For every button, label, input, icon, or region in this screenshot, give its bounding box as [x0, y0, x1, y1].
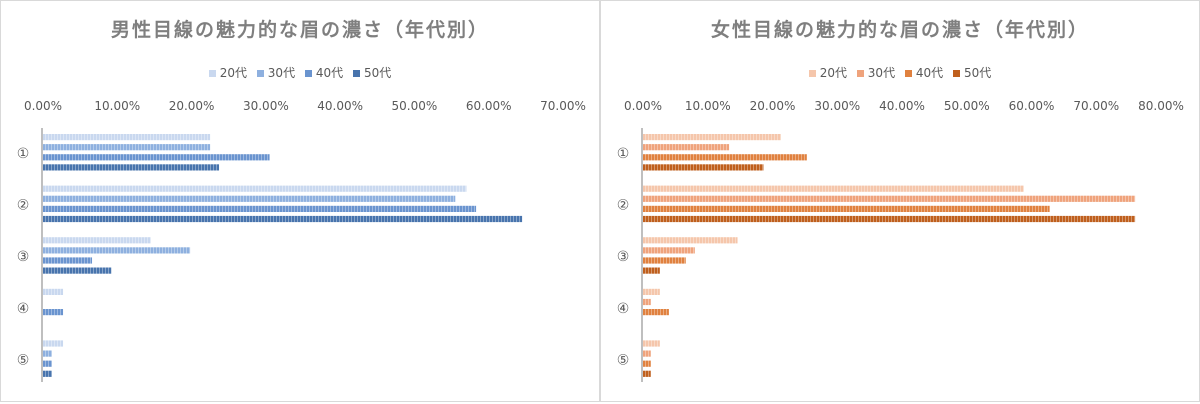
bar-20代-5	[43, 340, 64, 347]
x-tick-label: 10.00%	[94, 99, 140, 113]
legend-label: 40代	[915, 66, 944, 80]
legend-label: 30代	[267, 66, 296, 80]
bar-30代-2	[43, 195, 456, 202]
legend-item-30s: 30代	[256, 64, 296, 81]
bar-20代-4	[43, 288, 64, 295]
legend-swatch	[856, 70, 864, 77]
bar-40代-3	[643, 257, 686, 264]
legend-swatch	[953, 70, 961, 77]
x-tick-label: 50.00%	[944, 99, 990, 113]
bar-40代-4	[43, 309, 64, 316]
bar-30代-3	[43, 247, 191, 254]
bar-40代-3	[43, 257, 93, 264]
legend-label: 30代	[867, 66, 896, 80]
bar-40代-1	[43, 154, 270, 161]
female-chart-panel: 女性目線の魅力的な眉の濃さ（年代別） 20代 30代 40代 50代 0.00%…	[600, 0, 1200, 402]
bar-50代-3	[43, 267, 112, 274]
x-tick-label: 70.00%	[540, 99, 586, 113]
bar-50代-1	[43, 164, 220, 171]
bar-20代-4	[643, 288, 660, 295]
male-chart-panel: 男性目線の魅力的な眉の濃さ（年代別） 20代 30代 40代 50代 0.00%…	[0, 0, 600, 402]
legend-item-20s: 20代	[808, 64, 847, 81]
legend-item-40s: 40代	[904, 64, 944, 81]
bar-30代-3	[643, 247, 695, 254]
x-tick-label: 60.00%	[466, 99, 512, 113]
x-tick-label: 40.00%	[317, 99, 363, 113]
bar-40代-2	[643, 205, 1050, 212]
x-tick-label: 30.00%	[243, 99, 289, 113]
bar-20代-2	[643, 185, 1024, 192]
bar-30代-1	[43, 144, 211, 151]
legend-item-40s: 40代	[304, 64, 344, 81]
x-tick-label: 0.00%	[24, 99, 62, 113]
category-label: ⑤	[617, 352, 630, 368]
bar-30代-5	[43, 350, 52, 357]
x-tick-label: 70.00%	[1073, 99, 1119, 113]
legend-item-20s: 20代	[208, 64, 247, 81]
female-chart-plot: 0.00% 10.00% 20.00% 30.00% 40.00% 50.00% 60.00…	[617, 99, 1184, 382]
legend-label: 20代	[219, 66, 247, 80]
bar-50代-2	[43, 215, 523, 223]
bar-30代-2	[643, 195, 1136, 202]
bar-40代-2	[43, 205, 477, 212]
category-label: ③	[17, 249, 30, 265]
legend-swatch	[808, 70, 816, 77]
chart-title: 女性目線の魅力的な眉の濃さ（年代別）	[710, 19, 1089, 41]
legend-swatch	[208, 70, 216, 77]
category-label: ①	[17, 146, 30, 162]
bar-40代-4	[643, 309, 669, 316]
bar-50代-2	[643, 215, 1136, 223]
x-tick-label: 0.00%	[624, 99, 662, 113]
x-tick-label: 20.00%	[169, 99, 215, 113]
category-label: ①	[617, 146, 630, 162]
legend-label: 50代	[964, 66, 992, 80]
category-label: ⑤	[17, 352, 30, 368]
bar-50代-5	[643, 370, 651, 377]
bar-20代-1	[43, 134, 211, 141]
legend-swatch	[304, 70, 312, 77]
bar-30代-5	[643, 350, 651, 357]
bar-50代-3	[643, 267, 660, 274]
category-label: ②	[17, 198, 30, 214]
bar-30代-1	[643, 144, 730, 151]
x-tick-label: 40.00%	[879, 99, 925, 113]
chart-legend: 20代 30代 40代 50代	[601, 64, 1199, 81]
category-label: ④	[17, 301, 30, 317]
category-label: ②	[617, 198, 630, 214]
legend-label: 50代	[364, 66, 392, 80]
x-tick-label: 50.00%	[392, 99, 438, 113]
x-tick-label: 60.00%	[1009, 99, 1055, 113]
legend-item-30s: 30代	[856, 64, 896, 81]
bar-40代-5	[643, 360, 651, 367]
bar-20代-5	[643, 340, 660, 347]
chart-title: 男性目線の魅力的な眉の濃さ（年代別）	[110, 19, 489, 41]
bar-30代-4	[643, 298, 651, 306]
legend-label: 20代	[819, 66, 847, 80]
bar-40代-5	[43, 360, 52, 367]
x-tick-label: 20.00%	[750, 99, 796, 113]
male-chart-plot: 0.00% 10.00% 20.00% 30.00% 40.00% 50.00% 60.00…	[17, 99, 586, 382]
bar-20代-2	[43, 185, 467, 192]
legend-swatch	[353, 70, 361, 77]
x-tick-label: 10.00%	[685, 99, 731, 113]
legend-item-50s: 50代	[953, 64, 991, 81]
chart-legend: 20代 30代 40代 50代	[1, 64, 599, 81]
category-label: ④	[617, 301, 630, 317]
bar-20代-1	[643, 134, 781, 141]
x-tick-label: 80.00%	[1138, 99, 1184, 113]
bar-40代-1	[643, 154, 807, 161]
bar-20代-3	[43, 237, 151, 244]
legend-swatch	[904, 70, 912, 77]
bar-50代-5	[43, 370, 52, 377]
category-label: ③	[617, 249, 630, 265]
legend-label: 40代	[315, 66, 344, 80]
legend-swatch	[256, 70, 264, 77]
bar-20代-3	[643, 237, 738, 244]
x-tick-label: 30.00%	[814, 99, 860, 113]
bar-50代-1	[643, 164, 764, 171]
legend-item-50s: 50代	[353, 64, 391, 81]
